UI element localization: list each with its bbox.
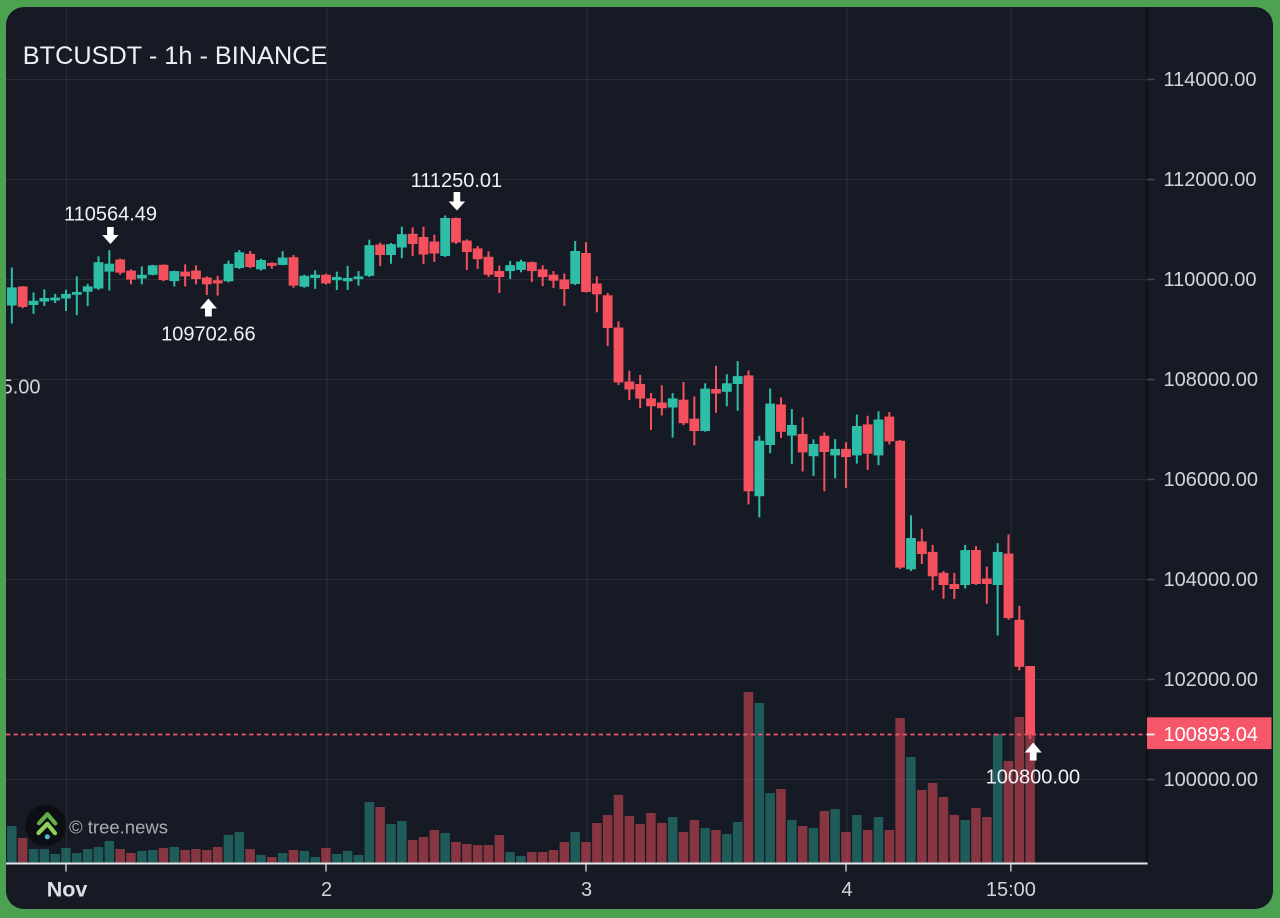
svg-text:110564.49: 110564.49 bbox=[64, 204, 157, 226]
svg-text:111250.01: 111250.01 bbox=[411, 170, 503, 192]
svg-text:109702.66: 109702.66 bbox=[161, 323, 256, 345]
svg-text:2: 2 bbox=[321, 879, 332, 901]
svg-text:104000.00: 104000.00 bbox=[1164, 569, 1259, 591]
svg-text:106000.00: 106000.00 bbox=[1164, 469, 1259, 491]
svg-text:15:00: 15:00 bbox=[986, 879, 1036, 901]
svg-text:Nov: Nov bbox=[47, 878, 88, 902]
svg-text:112000.00: 112000.00 bbox=[1164, 169, 1257, 191]
svg-text:BTCUSDT - 1h - BINANCE: BTCUSDT - 1h - BINANCE bbox=[23, 42, 328, 70]
svg-text:100800.00: 100800.00 bbox=[986, 766, 1081, 788]
svg-text:3: 3 bbox=[581, 879, 592, 901]
svg-text:100893.04: 100893.04 bbox=[1164, 724, 1259, 746]
svg-text:© tree.news: © tree.news bbox=[69, 817, 168, 838]
svg-text:114000.00: 114000.00 bbox=[1164, 69, 1257, 91]
svg-text:110000.00: 110000.00 bbox=[1164, 269, 1257, 291]
svg-text:100000.00: 100000.00 bbox=[1164, 769, 1259, 791]
svg-text:102000.00: 102000.00 bbox=[1164, 669, 1259, 691]
svg-text:108000.00: 108000.00 bbox=[1164, 369, 1259, 391]
svg-text:108605.00: 108605.00 bbox=[0, 377, 41, 399]
svg-text:4: 4 bbox=[841, 879, 852, 901]
